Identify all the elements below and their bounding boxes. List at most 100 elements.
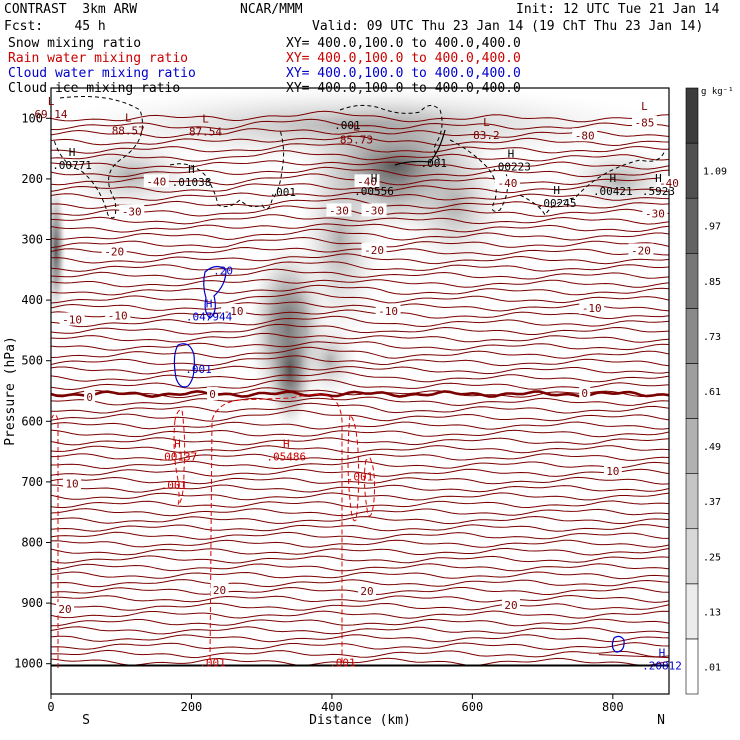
temperature-contour: [51, 571, 669, 580]
temperature-contour-label: -85: [634, 117, 654, 130]
extremum-value-label: .05486: [266, 450, 306, 463]
colorbar-segment: [685, 308, 699, 364]
temperature-contour: [51, 602, 669, 611]
x-end-label-north: N: [657, 713, 665, 728]
high-marker: H: [69, 146, 76, 159]
temperature-contour: [51, 110, 669, 123]
contour-value-label: .001: [347, 471, 374, 484]
temperature-contour-label: -40: [146, 175, 166, 188]
temperature-contour: [51, 236, 669, 249]
x-axis-label: Distance (km): [309, 713, 411, 728]
temperature-contour-label: -20: [364, 244, 384, 257]
low-marker: L: [125, 111, 132, 124]
extremum-value-label: .00223: [491, 161, 531, 174]
low-marker: L: [483, 116, 490, 129]
temperature-contour: [51, 379, 669, 391]
contour-label-bg: [628, 243, 654, 257]
contour-label-bg: [207, 387, 219, 401]
colorbar-segment: [685, 87, 699, 144]
temperature-contour: [51, 261, 669, 272]
colorbar-level-label: .01: [703, 662, 721, 673]
colorbar-segment: [685, 638, 699, 695]
temperature-contour-label: 20: [504, 599, 517, 612]
contour-value-label: .001: [334, 119, 361, 132]
temperature-contour: [51, 128, 669, 139]
temperature-contour: [51, 492, 669, 501]
colorbar-level-label: .97: [703, 222, 721, 233]
colorbar-unit-label: g kg⁻¹: [701, 87, 734, 97]
temperature-contour: [51, 402, 669, 414]
contour-value-label: .001: [185, 363, 212, 376]
temperature-contour: [51, 332, 669, 343]
high-marker: H: [188, 163, 195, 176]
legend-snow-label: Snow mixing ratio: [8, 36, 142, 51]
temperature-contour: [51, 279, 669, 288]
low-marker: L: [353, 120, 360, 133]
low-marker: L: [48, 95, 55, 108]
temperature-contour: [51, 346, 669, 359]
x-tick-label: 400: [321, 700, 343, 714]
contour-label-bg: [579, 385, 591, 399]
legend-snow-xy: XY= 400.0,100.0 to 400.0,400.0: [286, 36, 521, 51]
temperature-contour: [51, 197, 669, 209]
temperature-contour: [51, 284, 669, 296]
temperature-contour: [51, 341, 669, 351]
cloud-water-contour: [203, 265, 227, 319]
contour-label-bg: [326, 203, 352, 217]
title-left: CONTRAST 3km ARW: [4, 2, 138, 17]
contour-value-label: .001: [199, 657, 226, 670]
temperature-contour: [51, 291, 669, 304]
temperature-contour-label: -40: [498, 177, 518, 190]
contour-label-bg: [105, 308, 131, 322]
temperature-contour: [51, 160, 669, 170]
forecast-hour: Fcst: 45 h: [4, 19, 106, 34]
shade-top-band: [51, 88, 669, 165]
temperature-contour: [51, 365, 669, 375]
contour-label-bg: [221, 304, 247, 318]
temperature-contour: [51, 409, 669, 422]
extremum-value-label: .00137: [158, 450, 198, 463]
temperature-contour-label: 10: [65, 478, 78, 491]
freezing-level-contour: [51, 389, 669, 399]
contour-label-bg: [358, 583, 377, 597]
valid-time: Valid: 09 UTC Thu 23 Jan 14 (19 ChT Thu …: [312, 19, 704, 34]
cloud-water-contour: [173, 343, 195, 388]
temperature-contour: [51, 539, 669, 548]
temperature-contour: [51, 268, 669, 280]
extremum-value-label: .00421: [593, 185, 633, 198]
y-tick-label: 200: [21, 172, 43, 186]
y-tick-label: 100: [21, 111, 43, 125]
shade-lower-plume: [300, 320, 360, 400]
temperature-contour: [51, 192, 669, 201]
contour-label-bg: [572, 128, 598, 142]
extremum-value-label: 83.2: [473, 129, 500, 142]
contour-label-bg: [375, 304, 401, 318]
high-marker: H: [371, 172, 378, 185]
temperature-contour: [51, 396, 669, 407]
rain-water-contour: [209, 393, 343, 662]
temperature-contour: [51, 524, 669, 532]
colorbar-level-label: .25: [703, 552, 721, 563]
y-tick-label: 1000: [14, 657, 43, 671]
temperature-contour-label: 0: [209, 388, 216, 401]
temperature-contour-label: -20: [104, 246, 124, 259]
temperature-contour: [51, 118, 669, 131]
temperature-contour: [51, 166, 669, 178]
rain-water-contour: [347, 414, 360, 522]
contour-label-bg: [494, 176, 520, 190]
contour-label-bg: [501, 597, 520, 611]
high-marker: H: [553, 184, 560, 197]
contour-label-bg: [101, 244, 127, 258]
temperature-contour: [51, 579, 669, 588]
temperature-contour: [51, 135, 669, 147]
contour-label-bg: [631, 115, 657, 129]
high-marker: H: [174, 437, 181, 450]
contour-label-bg: [56, 602, 75, 616]
init-time: Init: 12 UTC Tue 21 Jan 14: [516, 2, 720, 17]
extremum-value-label: 87.54: [189, 126, 222, 139]
y-tick-label: 400: [21, 293, 43, 307]
contour-label-bg: [143, 174, 169, 188]
cloud-ice-contour: [339, 104, 443, 161]
temperature-contour: [51, 437, 669, 446]
